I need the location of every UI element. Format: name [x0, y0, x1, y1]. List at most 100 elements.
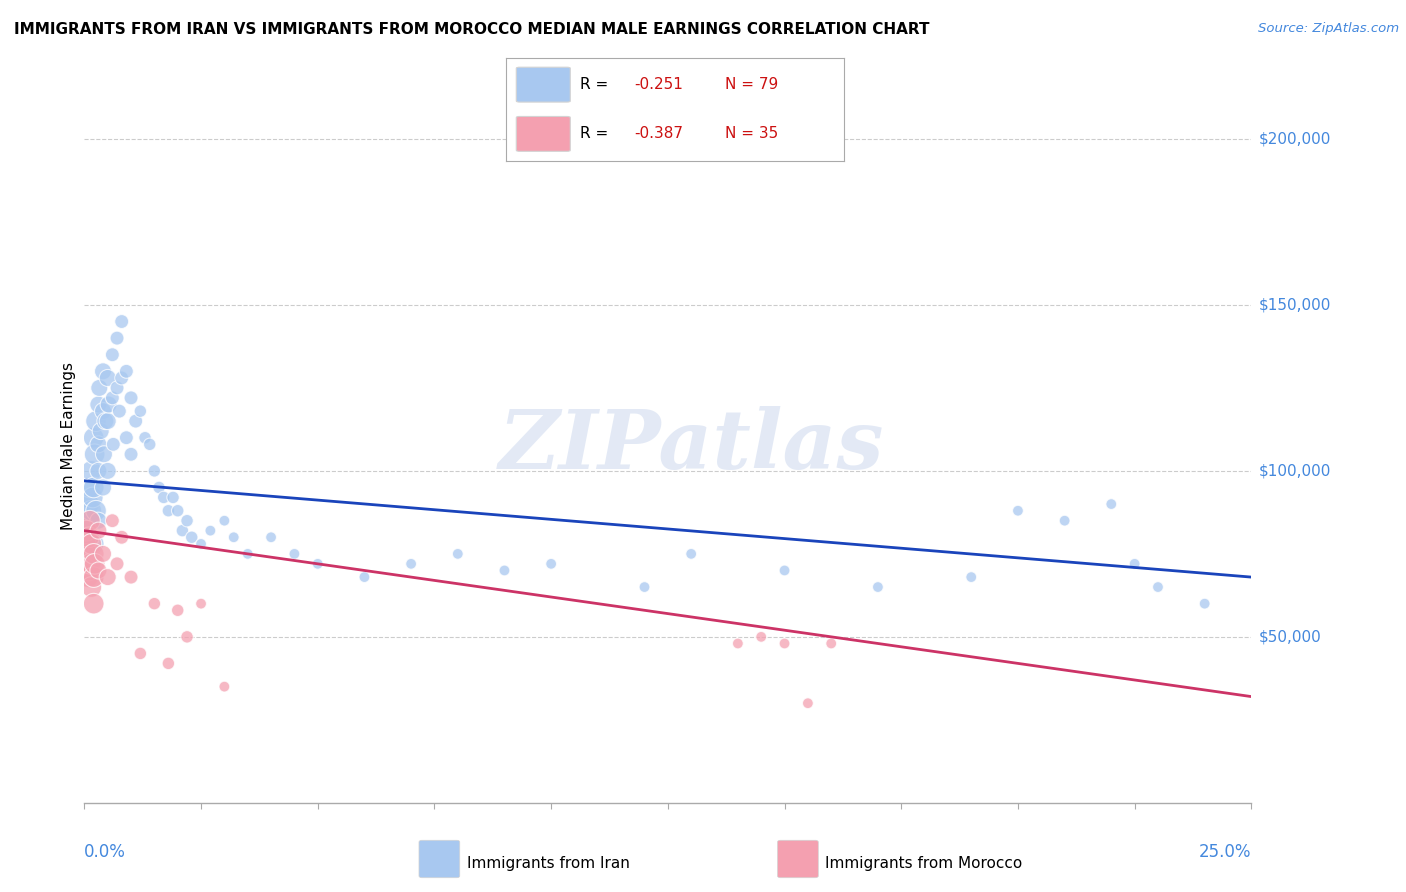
Point: [214, 514, 236, 528]
Point: [129, 647, 152, 661]
Point: [79, 514, 101, 528]
Point: [97, 414, 120, 428]
Point: [120, 391, 142, 405]
FancyBboxPatch shape: [516, 117, 571, 152]
Point: [97, 464, 120, 478]
Point: [76, 514, 98, 528]
Point: [76, 557, 98, 571]
Point: [83, 547, 105, 561]
Point: [91, 364, 114, 378]
Point: [82, 491, 104, 505]
Text: R =: R =: [581, 77, 609, 92]
Text: N = 35: N = 35: [725, 127, 779, 142]
Text: R =: R =: [581, 127, 609, 142]
Point: [162, 491, 184, 505]
Point: [76, 524, 98, 538]
Point: [1053, 514, 1076, 528]
Point: [773, 564, 796, 578]
Point: [115, 364, 138, 378]
Text: $150,000: $150,000: [1258, 297, 1330, 312]
Point: [83, 570, 105, 584]
Point: [91, 404, 114, 418]
Point: [111, 371, 134, 385]
Point: [90, 424, 112, 438]
Point: [79, 481, 101, 495]
Point: [108, 404, 131, 418]
Point: [166, 504, 188, 518]
Point: [166, 603, 188, 617]
Point: [77, 497, 100, 511]
Point: [633, 580, 655, 594]
Point: [87, 514, 110, 528]
Text: 25.0%: 25.0%: [1199, 843, 1251, 861]
Point: [77, 547, 100, 561]
Point: [77, 530, 100, 544]
Point: [190, 537, 212, 551]
Point: [87, 437, 110, 451]
Point: [75, 537, 97, 551]
Point: [80, 580, 103, 594]
Point: [84, 504, 107, 518]
Point: [105, 331, 128, 345]
Point: [797, 696, 820, 710]
Point: [283, 547, 305, 561]
Point: [120, 447, 142, 461]
Point: [76, 547, 98, 561]
Point: [176, 514, 198, 528]
Point: [79, 514, 101, 528]
FancyBboxPatch shape: [516, 67, 571, 102]
Point: [94, 414, 117, 428]
Point: [176, 630, 198, 644]
Point: [84, 414, 107, 428]
Point: [447, 547, 470, 561]
Point: [134, 431, 156, 445]
Point: [1007, 504, 1029, 518]
Text: -0.387: -0.387: [634, 127, 683, 142]
Text: N = 79: N = 79: [725, 77, 779, 92]
Point: [157, 657, 180, 671]
Point: [148, 481, 170, 495]
Point: [143, 464, 166, 478]
Point: [101, 514, 124, 528]
Point: [93, 447, 115, 461]
Text: Immigrants from Iran: Immigrants from Iran: [467, 856, 630, 871]
Y-axis label: Median Male Earnings: Median Male Earnings: [60, 362, 76, 530]
Point: [494, 564, 516, 578]
Point: [103, 437, 125, 451]
Point: [190, 597, 212, 611]
Point: [129, 404, 152, 418]
Point: [820, 636, 842, 650]
Point: [97, 371, 120, 385]
Point: [83, 481, 105, 495]
Point: [105, 381, 128, 395]
Point: [111, 530, 134, 544]
Point: [1147, 580, 1170, 594]
Point: [727, 636, 749, 650]
Point: [80, 464, 103, 478]
Point: [236, 547, 259, 561]
Point: [77, 564, 100, 578]
Point: [681, 547, 703, 561]
Point: [79, 557, 101, 571]
Point: [143, 597, 166, 611]
Point: [115, 431, 138, 445]
Point: [87, 524, 110, 538]
Point: [91, 547, 114, 561]
Point: [91, 481, 114, 495]
Point: [214, 680, 236, 694]
Point: [83, 537, 105, 551]
Text: $50,000: $50,000: [1258, 630, 1322, 644]
Text: IMMIGRANTS FROM IRAN VS IMMIGRANTS FROM MOROCCO MEDIAN MALE EARNINGS CORRELATION: IMMIGRANTS FROM IRAN VS IMMIGRANTS FROM …: [14, 22, 929, 37]
Point: [749, 630, 772, 644]
Point: [1194, 597, 1216, 611]
Text: $100,000: $100,000: [1258, 463, 1330, 478]
Point: [307, 557, 329, 571]
Text: Source: ZipAtlas.com: Source: ZipAtlas.com: [1258, 22, 1399, 36]
Point: [540, 557, 562, 571]
Point: [157, 504, 180, 518]
Point: [152, 491, 174, 505]
Text: ZIPatlas: ZIPatlas: [499, 406, 884, 486]
Point: [77, 530, 100, 544]
Point: [97, 570, 120, 584]
Point: [83, 447, 105, 461]
